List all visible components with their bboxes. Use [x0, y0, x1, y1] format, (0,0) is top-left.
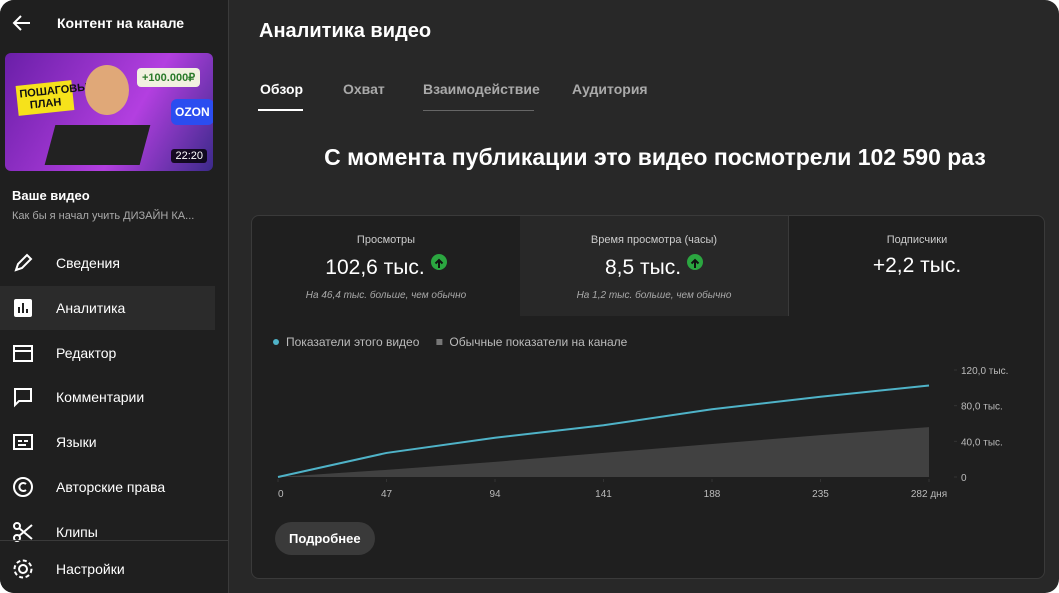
legend-marker: [273, 339, 279, 345]
chart: Показатели этого видео Обычные показатели…: [273, 335, 1008, 500]
x-tick-label: 188: [704, 489, 721, 500]
legend-label: Показатели этого видео: [286, 335, 420, 349]
x-tick-label: 235: [812, 489, 829, 500]
nav-item[interactable]: Комментарии: [0, 375, 215, 419]
tab[interactable]: Взаимодействие: [423, 81, 540, 97]
tab-hover-line: [423, 110, 534, 111]
icon: [13, 522, 33, 542]
icon: [13, 559, 33, 579]
tab[interactable]: Охват: [343, 81, 385, 97]
legend-marker: [436, 339, 443, 345]
series-line: [277, 384, 930, 478]
arrow: [690, 258, 700, 268]
nav-label: Редактор: [56, 345, 117, 361]
arrow: [434, 258, 443, 268]
up-icon: [687, 254, 704, 270]
up-icon: [430, 254, 447, 270]
nav-item[interactable]: Сведения: [0, 241, 215, 285]
metric-label: Подписчики: [886, 234, 948, 246]
nav-item[interactable]: Редактор: [0, 331, 215, 375]
thumb-face: [85, 65, 129, 115]
thumb-brand: OZON: [171, 99, 213, 125]
thumbnail[interactable]: ПОШАГОВЫЙ ПЛАН +100.000₽ OZON 22:20: [5, 53, 213, 171]
metric-label: Время просмотра (часы): [590, 234, 718, 246]
x-tick-label: 141: [595, 489, 612, 500]
metric-note: На 1,2 тыс. больше, чем обычно: [576, 290, 732, 301]
thumb-badge: ПОШАГОВЫЙ ПЛАН: [15, 80, 96, 116]
video-title: Как бы я начал учить ДИЗАЙН КА...: [12, 210, 195, 222]
icon: [14, 253, 33, 272]
metric-note: На 46,4 тыс. больше, чем обычно: [305, 290, 467, 301]
nav-label: Сведения: [56, 255, 120, 271]
thumb-money: +100.000₽: [137, 68, 201, 87]
back-arrow[interactable]: [12, 13, 32, 33]
icon: [13, 477, 33, 497]
video-label: Ваше видео: [12, 188, 90, 203]
nav-item[interactable]: Клипы: [0, 510, 215, 554]
headline: С момента публикации это видео посмотрел…: [324, 144, 986, 170]
nav-item[interactable]: Аналитика: [0, 286, 215, 330]
legend-label: Обычные показатели на канале: [449, 335, 627, 349]
thumb-duration: 22:20: [171, 149, 207, 163]
icon: [13, 345, 33, 362]
metric-value: +2,2 тыс.: [872, 254, 962, 277]
metric-value: 102,6 тыс.: [325, 256, 425, 279]
divider: [0, 540, 228, 541]
y-tick-label: 0: [961, 473, 967, 484]
metric-tile[interactable]: Просмотры 102,6 тыс. На 46,4 тыс. больше…: [252, 216, 520, 316]
nav-label: Языки: [56, 434, 97, 450]
x-tick-label: 0: [278, 489, 284, 500]
sidebar-header: Контент на канале: [57, 15, 185, 31]
page-title: Аналитика видео: [259, 20, 432, 42]
nav-label: Настройки: [56, 561, 125, 577]
metric-label: Просмотры: [356, 234, 416, 246]
nav-item[interactable]: Авторские права: [0, 465, 215, 509]
tab[interactable]: Аудитория: [572, 81, 648, 97]
x-tick-label: 282 дня: [911, 489, 947, 500]
y-tick-label: 40,0 тыс.: [961, 437, 1003, 448]
nav-label: Аналитика: [56, 300, 126, 316]
x-tick-label: 94: [489, 489, 501, 500]
y-tick-label: 120,0 тыс.: [961, 366, 1008, 377]
analytics-card: Просмотры 102,6 тыс. На 46,4 тыс. больше…: [251, 215, 1045, 579]
nav-item[interactable]: Языки: [0, 420, 215, 464]
tab-underline: [258, 109, 303, 111]
sidebar: Контент на канале ПОШАГОВЫЙ ПЛАН +100.00…: [0, 0, 229, 593]
details-button[interactable]: Подробнее: [275, 522, 375, 555]
metric-value: 8,5 тыс.: [604, 256, 682, 279]
y-tick-label: 80,0 тыс.: [961, 402, 1003, 413]
icon: [14, 388, 32, 408]
nav-item[interactable]: Настройки: [0, 547, 215, 591]
thumb-laptop: [44, 125, 151, 165]
tab[interactable]: Обзор: [260, 81, 304, 97]
nav-label: Клипы: [56, 524, 98, 540]
x-tick-label: 47: [381, 489, 393, 500]
nav-label: Авторские права: [56, 479, 166, 495]
metric-tile[interactable]: Подписчики +2,2 тыс.: [788, 216, 1045, 316]
icon: [13, 434, 33, 450]
icon: [14, 299, 32, 317]
metric-tile[interactable]: Время просмотра (часы) 8,5 тыс. На 1,2 т…: [520, 216, 788, 316]
series-area: [278, 427, 929, 477]
nav-label: Комментарии: [56, 389, 145, 405]
